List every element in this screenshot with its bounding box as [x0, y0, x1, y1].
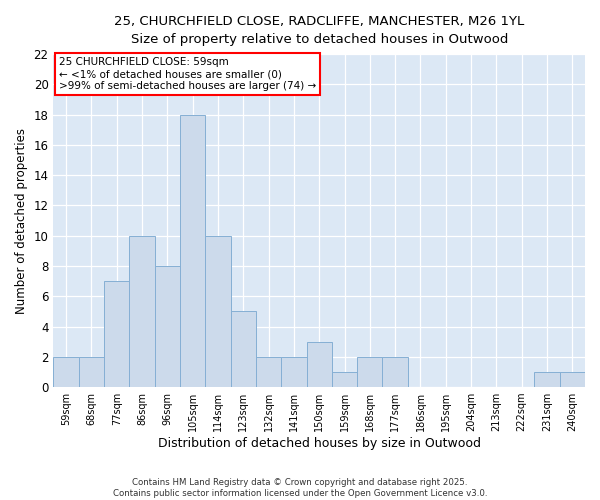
- Bar: [357, 357, 382, 387]
- Bar: [256, 357, 281, 387]
- Bar: [307, 342, 332, 387]
- Bar: [281, 357, 307, 387]
- Title: 25, CHURCHFIELD CLOSE, RADCLIFFE, MANCHESTER, M26 1YL
Size of property relative : 25, CHURCHFIELD CLOSE, RADCLIFFE, MANCHE…: [114, 15, 524, 46]
- Bar: [332, 372, 357, 387]
- Bar: [535, 372, 560, 387]
- Bar: [130, 236, 155, 387]
- Y-axis label: Number of detached properties: Number of detached properties: [15, 128, 28, 314]
- Bar: [53, 357, 79, 387]
- Bar: [104, 281, 130, 387]
- Bar: [382, 357, 408, 387]
- X-axis label: Distribution of detached houses by size in Outwood: Distribution of detached houses by size …: [158, 437, 481, 450]
- Bar: [79, 357, 104, 387]
- Text: Contains HM Land Registry data © Crown copyright and database right 2025.
Contai: Contains HM Land Registry data © Crown c…: [113, 478, 487, 498]
- Bar: [155, 266, 180, 387]
- Bar: [560, 372, 585, 387]
- Bar: [230, 312, 256, 387]
- Bar: [180, 114, 205, 387]
- Bar: [205, 236, 230, 387]
- Text: 25 CHURCHFIELD CLOSE: 59sqm
← <1% of detached houses are smaller (0)
>99% of sem: 25 CHURCHFIELD CLOSE: 59sqm ← <1% of det…: [59, 58, 316, 90]
